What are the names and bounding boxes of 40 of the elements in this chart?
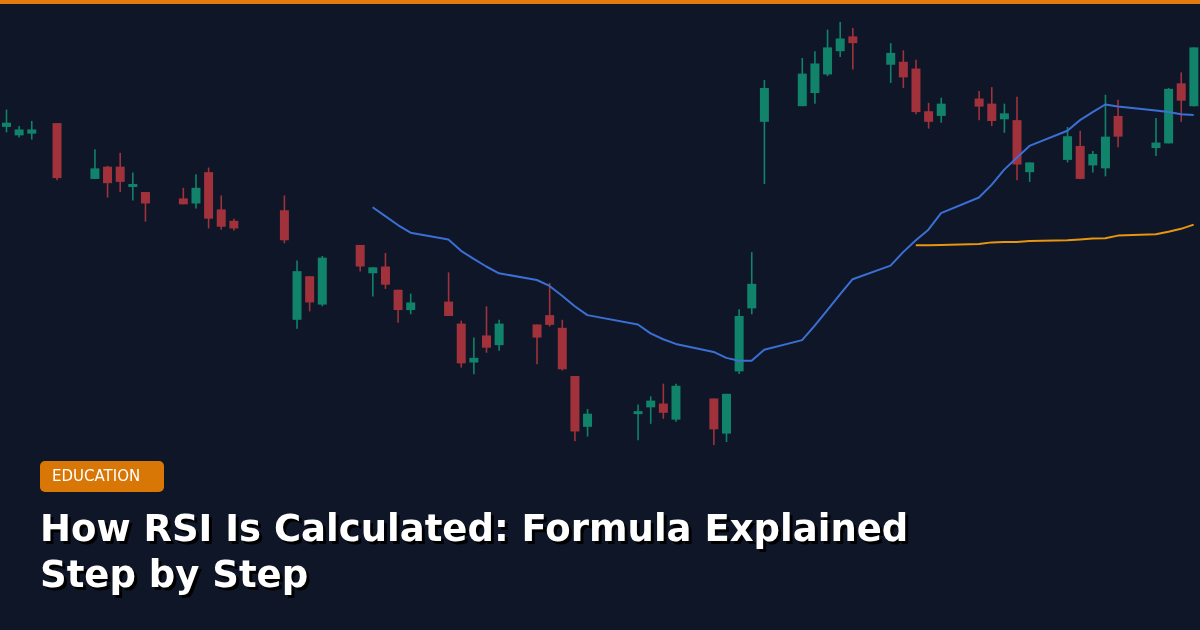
candlestick	[1088, 150, 1098, 174]
candlestick	[355, 244, 365, 273]
candlestick	[1025, 161, 1035, 183]
candlestick	[380, 252, 390, 290]
candlestick	[482, 305, 491, 354]
candlestick	[1063, 126, 1073, 164]
candlestick	[90, 148, 100, 180]
candlestick	[494, 318, 504, 352]
candlestick	[406, 292, 416, 316]
candlestick	[27, 120, 37, 141]
candlestick	[924, 101, 934, 130]
candlestick	[987, 86, 997, 127]
candlestick	[128, 171, 138, 202]
candlestick	[469, 336, 479, 376]
tag-badge: EDUCATION	[40, 461, 165, 492]
candlestick	[103, 165, 113, 199]
candlestick	[898, 49, 908, 89]
candlestick	[886, 42, 896, 84]
candlestick	[532, 323, 542, 366]
candlestick	[658, 382, 668, 420]
candlestick	[191, 173, 201, 210]
candlestick	[848, 27, 858, 71]
candlestick	[115, 151, 125, 193]
candlestick	[393, 288, 403, 324]
candlestick	[216, 194, 226, 231]
candlestick	[444, 271, 454, 317]
candlestick	[633, 403, 643, 442]
candlestick	[2, 108, 11, 134]
candlestick	[583, 408, 593, 438]
text: How RSI Is Calculated: Formula Explained Step by Step	[40, 506, 910, 598]
candlestick	[835, 22, 845, 58]
candlestick	[140, 191, 150, 223]
candlestick	[999, 102, 1009, 134]
candlestick	[368, 266, 378, 298]
candlestick	[1176, 71, 1186, 123]
candlestick	[936, 96, 946, 124]
candlestick	[1151, 117, 1161, 157]
candlestick	[545, 282, 555, 328]
candlestick	[974, 90, 984, 121]
candlestick	[1113, 99, 1123, 149]
